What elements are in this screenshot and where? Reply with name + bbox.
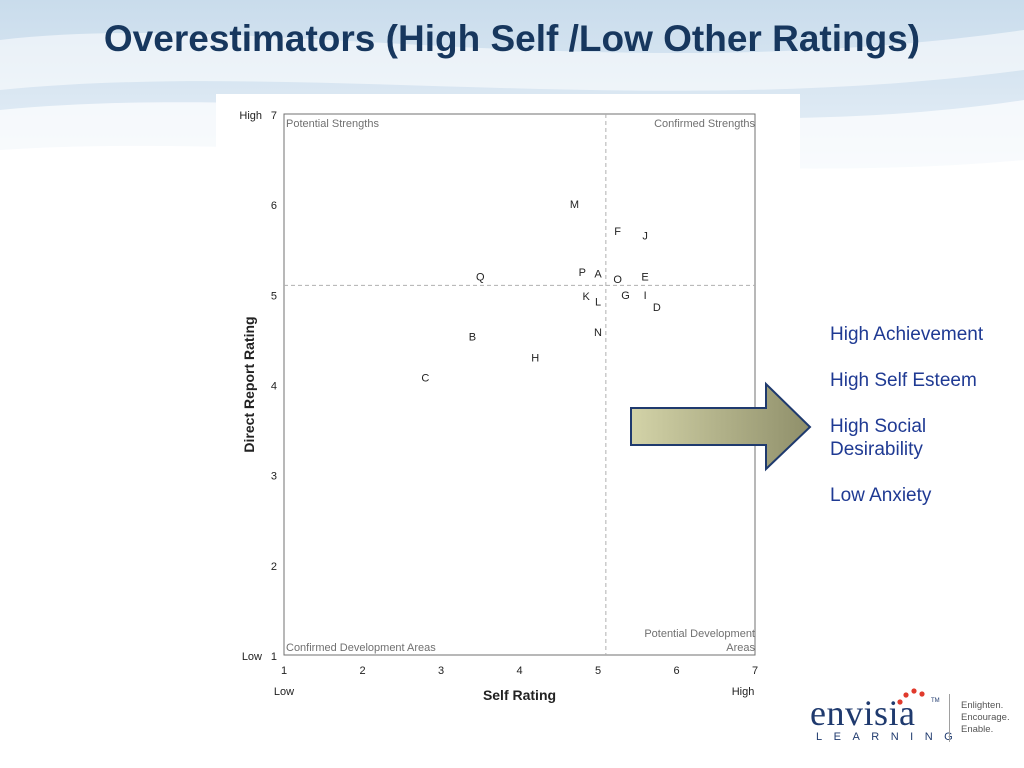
trait-item-self-esteem: High Self Esteem (830, 370, 977, 391)
data-point: O (613, 274, 622, 286)
y-tick-label: 3 (271, 471, 277, 483)
plot-frame (283, 113, 756, 656)
trait-item-social-desirability: High Social Desirability (830, 416, 927, 460)
data-point: E (641, 271, 648, 283)
scatter-chart: Potential Strengths Confirmed Strengths Co… (239, 110, 758, 703)
data-point: P (579, 267, 586, 279)
envisia-logo: envisia TM LEARNING Enlighten. Encourage… (808, 688, 1018, 748)
logo-tagline: Enlighten. Encourage. Enable. (961, 700, 1010, 736)
logo-wordmark: envisia (810, 693, 916, 733)
trait-item-anxiety: Low Anxiety (830, 485, 932, 506)
quadrant-label-bottom-right-line-2: Areas (726, 642, 755, 654)
y-tick-label: 7 (271, 110, 277, 122)
quadrant-label-top-left: Potential Strengths (286, 118, 379, 130)
y-tick-label: 5 (271, 290, 277, 302)
x-tick-label: 4 (516, 665, 522, 677)
logo-trademark: TM (931, 698, 940, 704)
x-tick-label: 5 (595, 665, 601, 677)
logo-dots-icon (897, 688, 925, 705)
tagline-line-3: Enable. (961, 724, 994, 735)
y-axis-title: Direct Report Rating (241, 316, 257, 452)
x-tick-label: 6 (673, 665, 679, 677)
data-point: D (653, 302, 661, 314)
x-tick-label: 1 (281, 665, 287, 677)
data-point: H (531, 352, 539, 364)
data-point: L (595, 297, 601, 309)
y-tick-label: 2 (271, 561, 277, 573)
y-high-label: High (239, 110, 262, 122)
right-arrow-icon (630, 381, 812, 472)
quadrant-label-bottom-right-line-1: Potential Development (644, 628, 755, 640)
data-point: Q (476, 271, 485, 283)
data-point: B (469, 332, 476, 344)
trait-list: High Achievement High Self Esteem High S… (830, 323, 1020, 530)
x-tick-label: 3 (438, 665, 444, 677)
trait-item-achievement: High Achievement (830, 324, 984, 345)
data-point: J (642, 231, 648, 243)
data-point: G (621, 290, 630, 302)
quadrant-label-top-right: Confirmed Strengths (654, 118, 755, 130)
y-tick-label: 4 (271, 381, 277, 393)
y-low-label: Low (242, 651, 262, 663)
data-point: I (644, 290, 647, 302)
logo-divider (949, 694, 950, 742)
x-tick-label: 2 (359, 665, 365, 677)
x-high-label: High (732, 686, 755, 698)
data-point: M (570, 199, 579, 211)
y-tick-label: 6 (271, 200, 277, 212)
x-axis-title: Self Rating (483, 687, 556, 703)
x-low-label: Low (274, 686, 294, 698)
tagline-line-1: Enlighten. (961, 700, 1004, 711)
data-point: A (594, 269, 602, 281)
tagline-line-2: Encourage. (961, 712, 1010, 723)
quadrant-label-bottom-left: Confirmed Development Areas (286, 642, 436, 654)
slide-title: Overestimators (High Self /Low Other Rat… (103, 18, 921, 59)
x-tick-label: 7 (752, 665, 758, 677)
data-point: N (594, 327, 602, 339)
logo-subtitle: LEARNING (816, 731, 965, 743)
data-point: F (614, 226, 621, 238)
data-point: C (421, 372, 429, 384)
y-tick-label: 1 (271, 651, 277, 663)
data-point: K (583, 291, 591, 303)
